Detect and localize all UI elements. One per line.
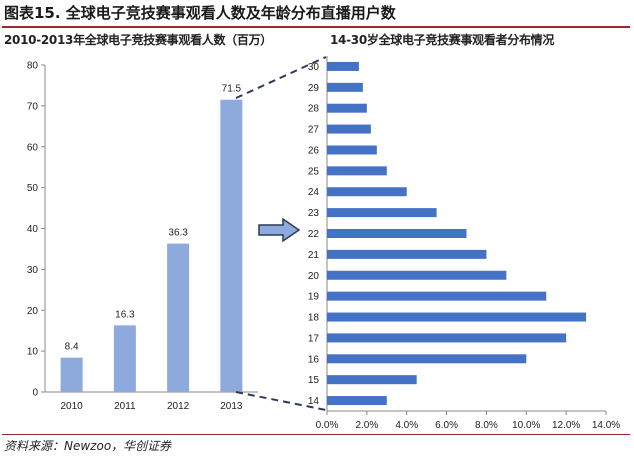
left-bar — [60, 357, 83, 392]
right-y-tick-label: 23 — [308, 208, 320, 219]
right-y-tick-label: 15 — [308, 375, 320, 386]
bottom-divider — [2, 434, 630, 435]
right-bar — [327, 124, 371, 134]
right-bar — [327, 249, 487, 259]
right-y-tick-label: 25 — [308, 166, 320, 177]
right-bar — [327, 208, 437, 218]
left-bar — [220, 99, 243, 393]
left-y-tick-label: 80 — [27, 61, 39, 72]
left-bar-data-label: 16.3 — [115, 309, 135, 320]
right-bar — [327, 61, 359, 71]
right-horizontal-bar-chart: 0.0% 2.0% 4.0% 6.0% 8.0% 10.0% 12.0% 14.0% 30 29 2… — [308, 56, 620, 431]
left-x-tick-label: 2011 — [114, 401, 136, 412]
right-bar — [327, 375, 417, 385]
left-y-tick-label: 30 — [27, 265, 39, 276]
right-y-tick-label: 14 — [308, 396, 320, 407]
left-bar-chart: 0 10 20 30 40 50 60 70 80 8.4 2010 16.3 2011 36.3 2012… — [27, 61, 258, 412]
right-y-tick-label: 19 — [308, 292, 320, 303]
right-y-tick-label: 16 — [308, 354, 320, 365]
left-bar-data-label: 8.4 — [65, 342, 79, 353]
right-bar — [327, 103, 367, 113]
right-y-tick-label: 27 — [308, 125, 320, 136]
right-arrow-icon — [258, 217, 301, 243]
left-y-tick-label: 10 — [27, 347, 39, 358]
title-divider — [2, 26, 630, 28]
right-x-tick-label: 0.0% — [316, 420, 339, 431]
arrow-shape — [258, 217, 301, 243]
right-bar — [327, 333, 567, 343]
right-y-tick-label: 29 — [308, 83, 320, 94]
left-x-tick-label: 2010 — [61, 401, 84, 412]
right-y-tick-label: 30 — [308, 62, 320, 73]
right-bar — [327, 291, 547, 301]
left-y-tick-label: 0 — [32, 388, 38, 399]
right-x-tick-label: 14.0% — [592, 420, 620, 431]
right-y-tick-label: 22 — [308, 229, 320, 240]
right-y-tick-label: 28 — [308, 104, 320, 115]
left-x-tick-label: 2013 — [220, 401, 243, 412]
right-bar — [327, 354, 527, 364]
right-x-tick-label: 4.0% — [395, 420, 418, 431]
right-bar — [327, 82, 363, 92]
connector-line-top — [235, 56, 327, 99]
left-bar — [167, 243, 190, 392]
right-y-tick-label: 20 — [308, 271, 320, 282]
right-bar — [327, 229, 467, 238]
right-y-tick-label: 26 — [308, 145, 320, 156]
right-x-tick-label: 6.0% — [435, 420, 458, 431]
right-bar — [327, 187, 407, 197]
zoom-connector-lines — [235, 56, 327, 411]
connector-line-bottom — [235, 391, 327, 411]
right-bar — [327, 166, 387, 176]
left-bar-data-label: 71.5 — [222, 84, 242, 95]
left-bar — [113, 325, 136, 392]
right-x-tick-label: 8.0% — [475, 420, 498, 431]
left-y-tick-label: 70 — [27, 101, 39, 112]
right-x-tick-label: 10.0% — [512, 420, 540, 431]
right-y-tick-label: 21 — [308, 250, 320, 261]
left-y-tick-label: 20 — [27, 306, 39, 317]
left-chart-title: 2010-2013年全球电子竞技赛事观看人数（百万） — [4, 33, 272, 47]
right-y-tick-label: 24 — [308, 187, 320, 198]
right-chart-title: 14-30岁全球电子竞技赛事观看者分布情况 — [330, 33, 555, 47]
right-x-tick-label: 12.0% — [552, 420, 580, 431]
left-x-tick-label: 2012 — [167, 401, 190, 412]
right-bar — [327, 396, 387, 406]
left-y-tick-label: 50 — [27, 183, 39, 194]
left-y-tick-label: 40 — [27, 224, 39, 235]
right-x-tick-label: 2.0% — [355, 420, 378, 431]
source-note: 资料来源：Newzoo，华创证券 — [4, 439, 172, 453]
right-bar — [327, 145, 377, 155]
right-y-tick-label: 18 — [308, 313, 320, 324]
left-bar-data-label: 36.3 — [168, 228, 188, 239]
right-bar — [327, 312, 587, 322]
right-y-tick-label: 17 — [308, 333, 320, 344]
right-bar — [327, 270, 507, 280]
left-y-tick-label: 60 — [27, 142, 39, 153]
figure-title: 图表15. 全球电子竞技赛事观看人数及年龄分布直播用户数 — [4, 4, 396, 22]
